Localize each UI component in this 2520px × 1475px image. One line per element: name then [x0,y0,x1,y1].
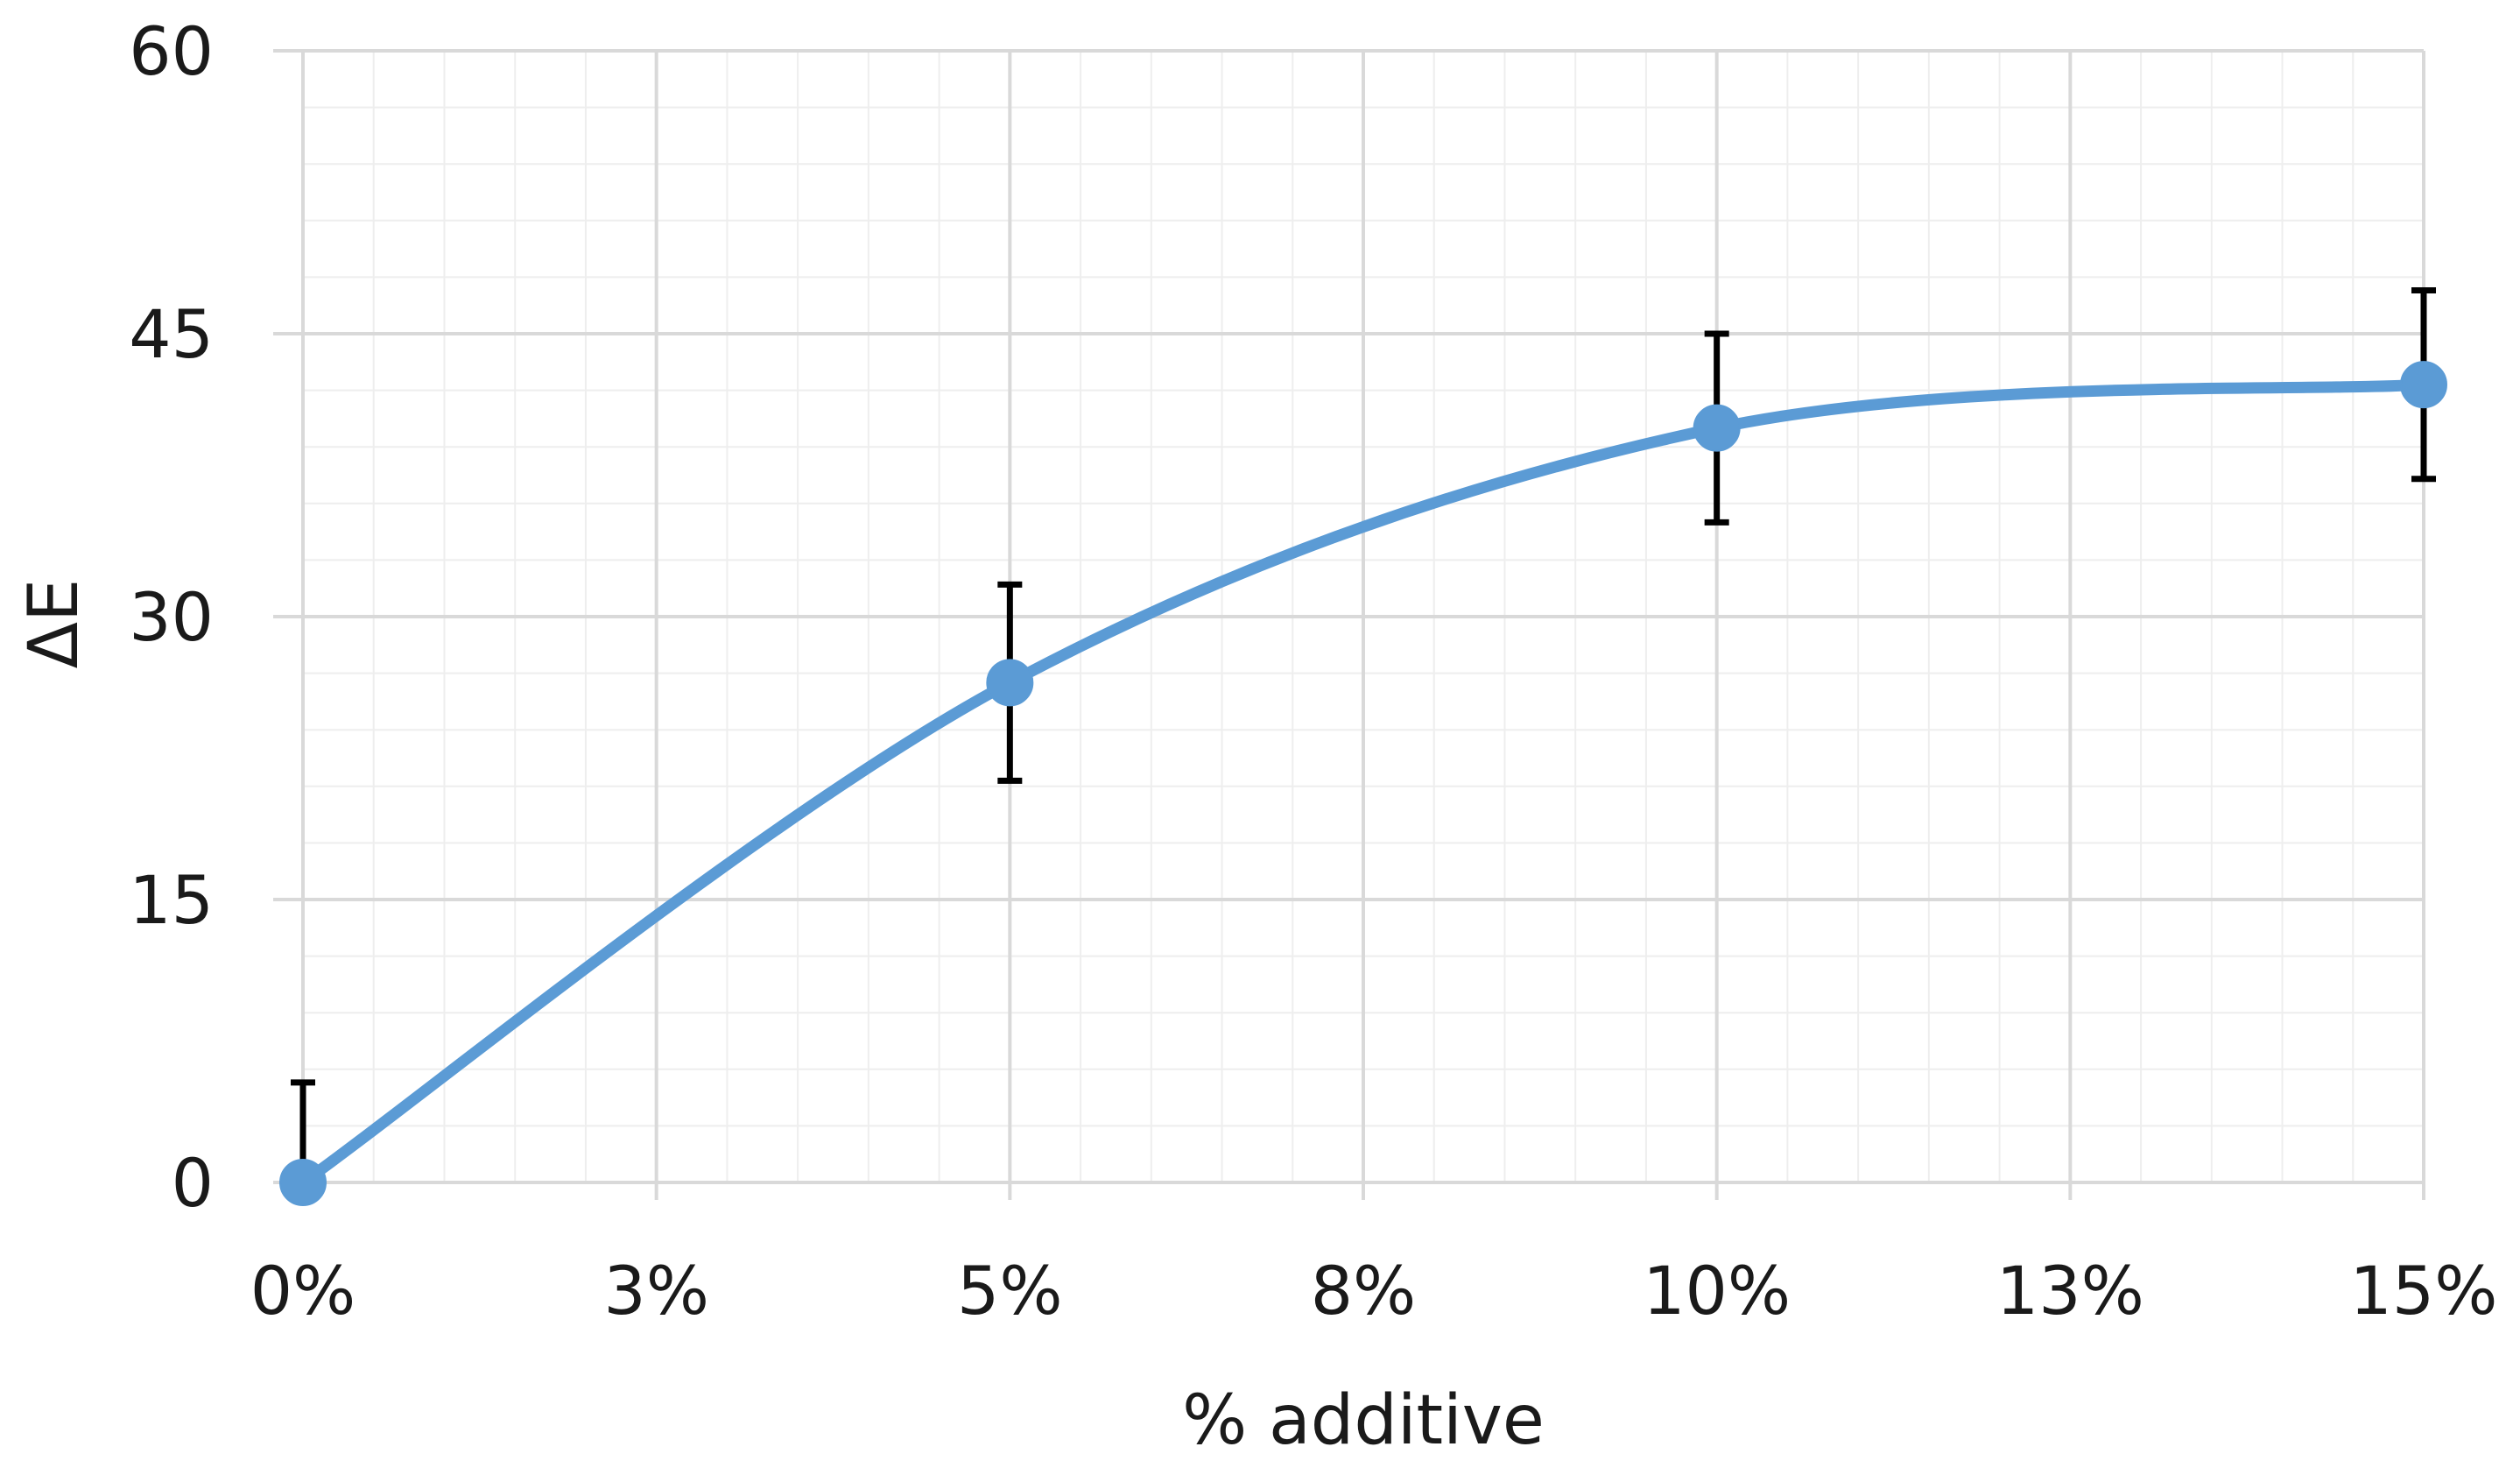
x-tick-label: 13% [1996,1252,2144,1330]
y-axis-title: ΔE [15,579,94,669]
y-axis-tick-labels: 0 15 30 45 60 [129,12,214,1222]
y-tick-label: 60 [129,12,214,90]
x-axis-tick-labels: 0% 3% 5% 8% 10% 13% 15% [250,1252,2498,1330]
x-tick-label: 0% [250,1252,356,1330]
x-tick-label: 8% [1311,1252,1417,1330]
y-tick-label: 30 [129,578,214,656]
data-point [279,1159,327,1206]
data-point [986,659,1034,707]
data-point [1693,404,1741,452]
x-tick-label: 3% [603,1252,709,1330]
y-tick-label: 45 [129,295,214,373]
y-tick-label: 0 [172,1144,214,1222]
x-tick-label: 10% [1643,1252,1791,1330]
data-point [2400,361,2447,409]
x-tick-label: 5% [957,1252,1063,1330]
major-grid [273,49,2425,1200]
x-tick-label: 15% [2350,1252,2498,1330]
x-axis-title: % additive [1182,1381,1545,1460]
series-line [297,378,2430,1189]
y-tick-label: 15 [129,861,214,939]
series-layer [279,361,2447,1206]
